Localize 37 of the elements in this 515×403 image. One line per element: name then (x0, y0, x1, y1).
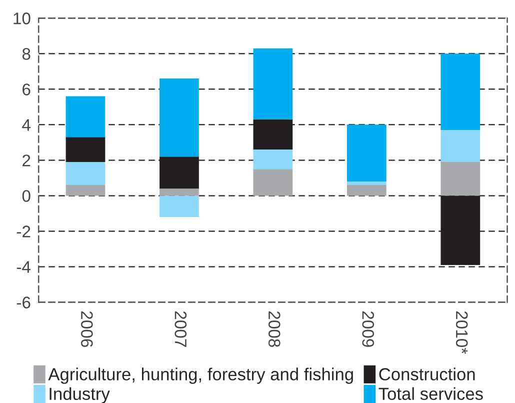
bar (160, 78, 199, 157)
bar (346, 124, 386, 182)
bar (160, 196, 199, 218)
legend-label: Total services (378, 387, 483, 400)
y-tick-label: 10 (14, 12, 30, 24)
bar (66, 96, 106, 138)
bar (66, 162, 106, 186)
x-tick-label: 2008 (268, 311, 280, 347)
bar (440, 54, 480, 130)
bar (66, 137, 106, 162)
y-tick-label: 0 (22, 190, 30, 202)
legend-label: Construction (379, 368, 475, 380)
y-tick-label: 6 (22, 84, 30, 96)
y-tick-label: -6 (16, 296, 30, 308)
bar (346, 185, 386, 196)
x-tick-label: 2009 (362, 311, 374, 347)
bar (346, 182, 386, 186)
bar (66, 185, 106, 196)
legend-label: Agriculture, hunting, forestry and fishing (48, 368, 353, 384)
bar (440, 196, 480, 265)
bar (160, 188, 199, 196)
y-tick-label: 8 (22, 48, 30, 60)
bar (253, 119, 293, 150)
y-tick-label: 2 (22, 154, 30, 166)
bar (160, 156, 199, 189)
y-tick-label: -2 (16, 226, 30, 238)
bar (253, 150, 293, 170)
bar (440, 130, 480, 162)
y-tick-label: -4 (16, 261, 30, 273)
x-tick-label: 2006 (81, 311, 93, 347)
bar (440, 162, 480, 196)
legend-label: Industry (50, 387, 110, 403)
bar (253, 48, 293, 120)
x-tick-label: 2007 (174, 311, 187, 347)
y-tick-label: 4 (22, 119, 30, 131)
bar (253, 169, 293, 196)
x-tick-label: 2010* (456, 311, 468, 354)
